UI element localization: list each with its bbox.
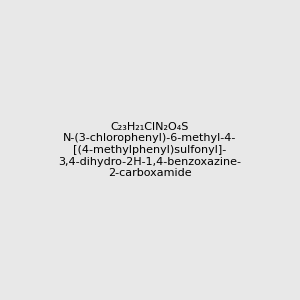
Text: C₂₃H₂₁ClN₂O₄S
N-(3-chlorophenyl)-6-methyl-4-
[(4-methylphenyl)sulfonyl]-
3,4-dih: C₂₃H₂₁ClN₂O₄S N-(3-chlorophenyl)-6-methy… bbox=[58, 122, 242, 178]
